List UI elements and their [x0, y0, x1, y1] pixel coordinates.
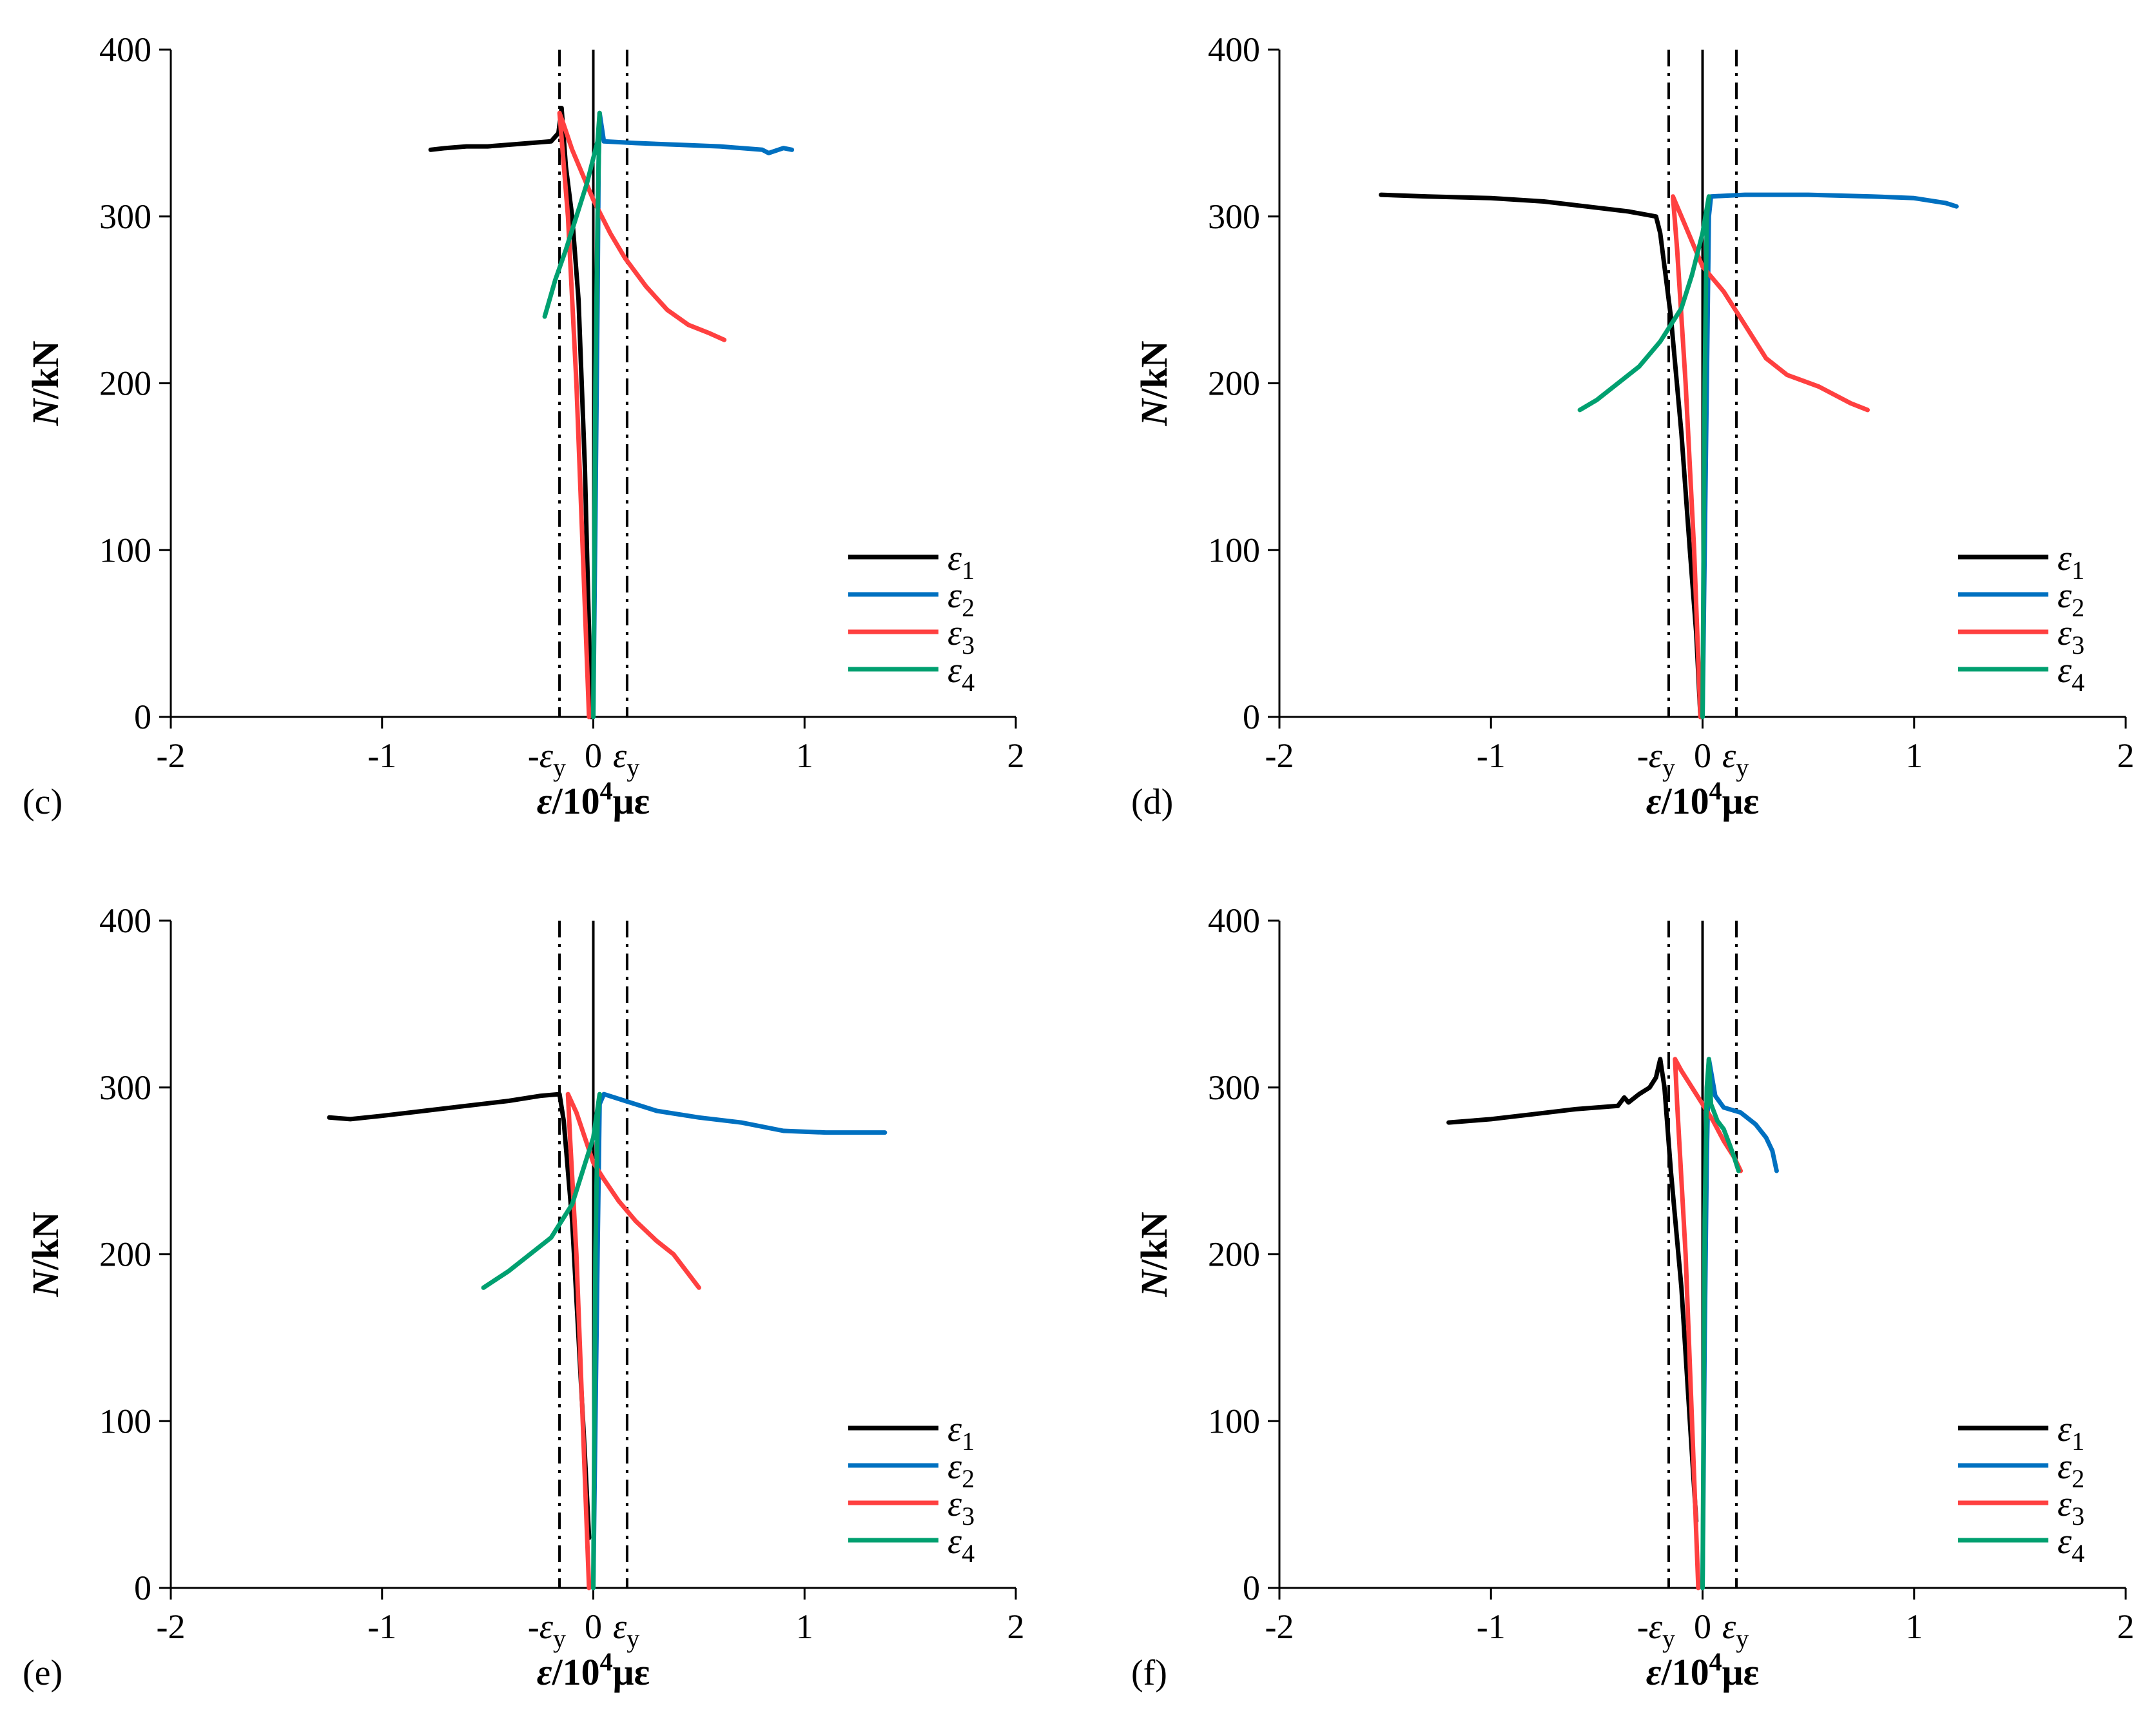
x-tick-label-zero: 0 — [1694, 1607, 1711, 1646]
y-axis-label: N/kN — [1133, 340, 1175, 426]
x-tick-label: -2 — [157, 1607, 186, 1646]
x-tick-label: 1 — [1905, 1607, 1923, 1646]
x-tick-label: 2 — [2117, 1607, 2135, 1646]
series-line-1 — [428, 106, 594, 720]
legend-label-2: ε2 — [2057, 576, 2084, 622]
legend-label-4: ε4 — [947, 651, 975, 697]
y-tick-label: 0 — [134, 1569, 151, 1607]
series-line-4 — [1577, 194, 1711, 720]
legend-label-4: ε4 — [2057, 651, 2084, 697]
x-tick-label: 2 — [1007, 1607, 1025, 1646]
x-tick-label-zero: 0 — [585, 1607, 602, 1646]
y-tick-label: 200 — [1208, 364, 1260, 403]
legend-label-1: ε1 — [947, 1409, 975, 1456]
x-axis-label: ε/104με — [1646, 776, 1760, 822]
series-line-2 — [591, 1092, 888, 1591]
x-axis-label: ε/104με — [1646, 1647, 1760, 1693]
y-tick-label: 300 — [1208, 197, 1260, 236]
y-tick-label: 200 — [99, 364, 151, 403]
series-line-4 — [481, 1092, 602, 1591]
y-tick-label: 100 — [99, 1402, 151, 1440]
y-tick-label: 0 — [1243, 1569, 1260, 1607]
y-tick-label: 100 — [1208, 531, 1260, 569]
series-line-2 — [1700, 192, 1959, 720]
x-tick-label: -1 — [1477, 1607, 1506, 1646]
x-tick-label: 2 — [1007, 736, 1025, 775]
x-tick-label: -2 — [1265, 1607, 1294, 1646]
x-axis-label: ε/104με — [537, 1647, 650, 1693]
x-tick-label: 1 — [796, 736, 813, 775]
legend-label-3: ε3 — [2057, 1484, 2084, 1531]
y-axis-label: N/kN — [24, 340, 66, 426]
x-tick-label: 1 — [1905, 736, 1923, 775]
y-tick-label: 300 — [1208, 1068, 1260, 1107]
legend-label-3: ε3 — [947, 613, 975, 660]
panel-label: (c) — [23, 782, 63, 822]
series-line-1 — [327, 1092, 592, 1540]
pos-yield-label: εy — [1722, 1607, 1749, 1653]
y-tick-label: 300 — [99, 1068, 151, 1107]
y-tick-label: 400 — [99, 901, 151, 940]
legend-label-1: ε1 — [2057, 538, 2084, 585]
x-tick-label-zero: 0 — [1694, 736, 1711, 775]
series-line-2 — [1700, 1057, 1779, 1591]
series-line-3 — [1673, 1057, 1743, 1591]
y-tick-label: 100 — [1208, 1402, 1260, 1440]
legend-label-3: ε3 — [2057, 613, 2084, 660]
legend-label-2: ε2 — [947, 1447, 975, 1493]
y-tick-label: 0 — [1243, 698, 1260, 736]
legend-label-4: ε4 — [2057, 1522, 2084, 1568]
pos-yield-label: εy — [1722, 736, 1749, 782]
x-tick-label: 2 — [2117, 736, 2135, 775]
neg-yield-label: -εy — [528, 1607, 566, 1653]
y-tick-label: 400 — [1208, 30, 1260, 69]
y-tick-label: 200 — [1208, 1235, 1260, 1274]
pos-yield-label: εy — [613, 1607, 639, 1653]
neg-yield-label: -εy — [528, 736, 566, 782]
y-tick-label: 200 — [99, 1235, 151, 1274]
series-line-4 — [1700, 1057, 1741, 1591]
panel-label: (d) — [1131, 782, 1173, 822]
panel-label: (f) — [1131, 1653, 1167, 1693]
y-tick-label: 0 — [134, 698, 151, 736]
pos-yield-label: εy — [613, 736, 639, 782]
x-tick-label: -1 — [367, 736, 396, 775]
legend-label-1: ε1 — [947, 538, 975, 585]
legend-label-3: ε3 — [947, 1484, 975, 1531]
y-tick-label: 100 — [99, 531, 151, 569]
neg-yield-label: -εy — [1637, 736, 1675, 782]
y-tick-label: 300 — [99, 197, 151, 236]
y-axis-label: N/kN — [24, 1211, 66, 1297]
x-tick-label: -1 — [367, 1607, 396, 1646]
legend-label-2: ε2 — [947, 576, 975, 622]
panel-label: (e) — [23, 1653, 63, 1693]
series-line-4 — [542, 110, 602, 720]
legend-label-2: ε2 — [2057, 1447, 2084, 1493]
x-tick-label-zero: 0 — [585, 736, 602, 775]
legend-label-1: ε1 — [2057, 1409, 2084, 1456]
series-line-3 — [1671, 194, 1870, 720]
series-line-2 — [591, 110, 795, 720]
series-line-1 — [1446, 1057, 1699, 1523]
y-axis-label: N/kN — [1133, 1211, 1175, 1297]
x-axis-label: ε/104με — [537, 776, 650, 822]
x-tick-label: 1 — [796, 1607, 813, 1646]
neg-yield-label: -εy — [1637, 1607, 1675, 1653]
legend-label-4: ε4 — [947, 1522, 975, 1568]
x-tick-label: -1 — [1477, 736, 1506, 775]
x-tick-label: -2 — [157, 736, 186, 775]
series-line-3 — [565, 1092, 701, 1591]
series-line-1 — [1379, 192, 1703, 720]
x-tick-label: -2 — [1265, 736, 1294, 775]
y-tick-label: 400 — [1208, 901, 1260, 940]
y-tick-label: 400 — [99, 30, 151, 69]
